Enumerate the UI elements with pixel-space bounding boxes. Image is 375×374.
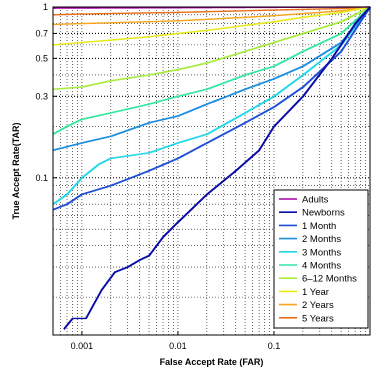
tick-marks: 0.001 0.01 0.1 1 0.7 0.5 0.3 0.1	[35, 2, 280, 351]
y-tick-label: 0.5	[35, 53, 48, 63]
series-line-2-months	[52, 6, 371, 151]
x-tick-label: 0.01	[169, 341, 187, 351]
legend-label-newborns: Newborns	[302, 208, 345, 219]
series-line-4-months	[52, 6, 371, 135]
y-tick-label: 0.3	[35, 91, 48, 101]
legend-label-3-months: 3 Months	[302, 247, 341, 258]
x-tick-label: 0.001	[71, 341, 94, 351]
series-line-5-years	[52, 6, 371, 16]
series-line-6-12-months	[52, 6, 371, 90]
series-line-newborns	[63, 6, 371, 330]
series-line-1-year	[52, 6, 371, 46]
legend-label-6-12-months: 6–12 Months	[302, 274, 357, 285]
series-layer	[52, 6, 371, 330]
legend-label-adults: Adults	[302, 195, 329, 206]
x-axis-label: False Accept Rate (FAR)	[160, 357, 264, 367]
y-tick-label: 0.7	[35, 28, 48, 38]
legend-label-2-years: 2 Years	[302, 300, 334, 311]
legend-label-5-years: 5 Years	[302, 313, 334, 324]
y-tick-label: 0.1	[35, 173, 48, 183]
y-axis-label: True Accept Rate(TAR)	[11, 122, 21, 219]
legend-label-4-months: 4 Months	[302, 261, 341, 272]
y-tick-label: 1	[43, 2, 48, 12]
legend-label-2-months: 2 Months	[302, 234, 341, 245]
legend-label-1-month: 1 Month	[302, 221, 336, 232]
series-line-2-years	[52, 6, 371, 26]
plot-frame	[52, 6, 371, 336]
legend-label-1-year: 1 Year	[302, 287, 329, 298]
series-line-3-months	[52, 6, 371, 205]
series-line-1-month	[52, 7, 371, 211]
legend: Adults Newborns 1 Month 2 Months 3 Months 4 M…	[273, 189, 369, 329]
x-tick-label: 0.1	[268, 341, 281, 351]
